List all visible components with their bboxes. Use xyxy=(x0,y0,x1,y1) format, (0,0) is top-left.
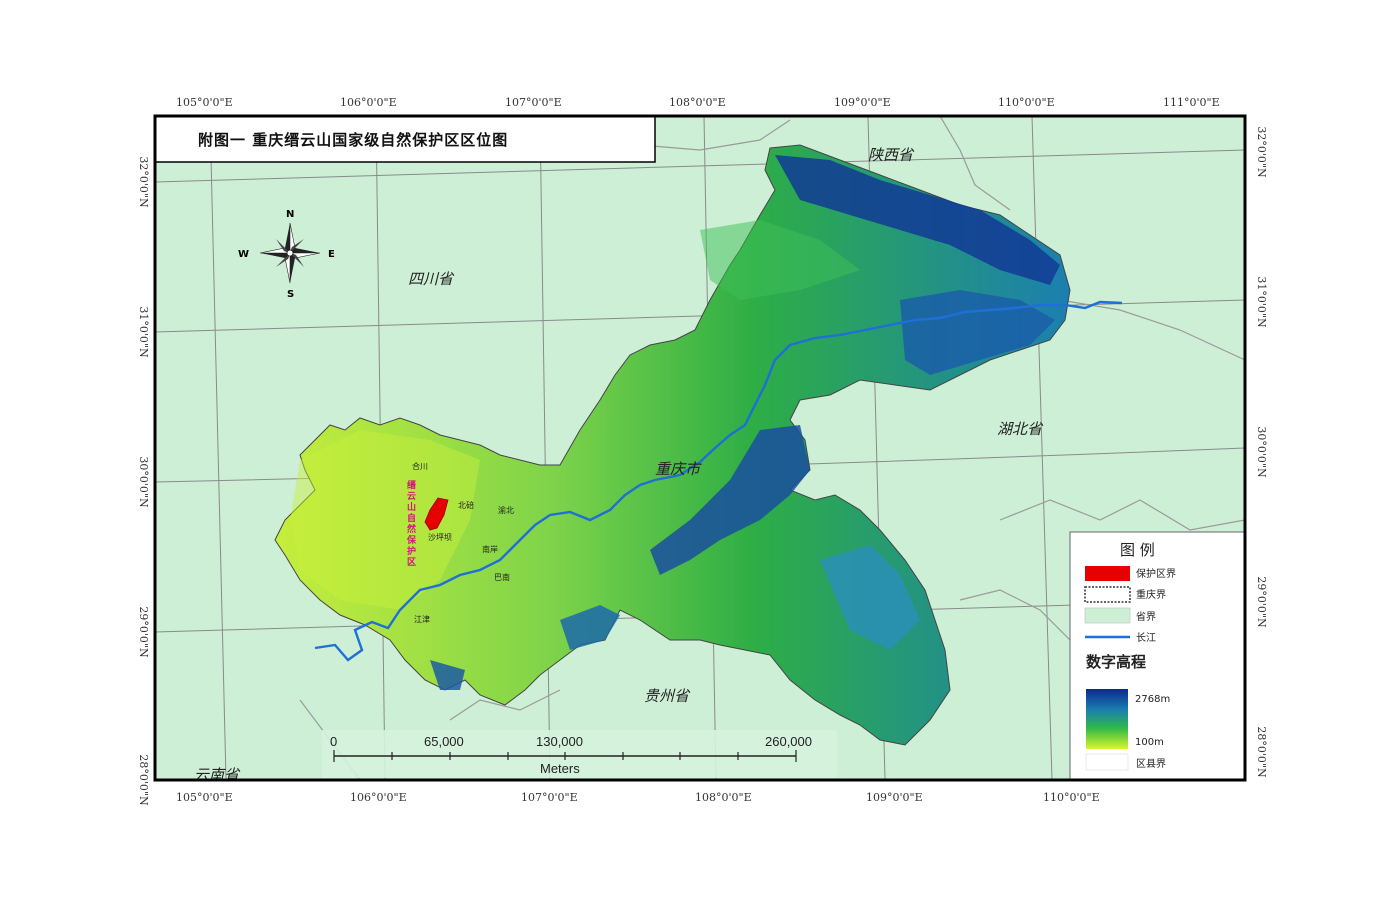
graticule-labels-left: 32°0'0"N 31°0'0"N 30°0'0"N 29°0'0"N 28°0'0"N xyxy=(137,156,150,806)
place-label: 合川 xyxy=(412,461,428,471)
north-arrow-compass: N S E W xyxy=(238,209,335,300)
lon-label-bottom: 107°0'0"E xyxy=(521,791,578,804)
lat-label-left: 31°0'0"N xyxy=(137,306,150,358)
graticule-labels-top: 105°0'0"E 106°0'0"E 107°0'0"E 108°0'0"E 109°… xyxy=(176,96,1220,109)
lon-label-bottom: 105°0'0"E xyxy=(176,791,233,804)
legend-swatch-county xyxy=(1085,753,1129,771)
lon-label-top: 109°0'0"E xyxy=(834,96,891,109)
legend-dem-title: 数字高程 xyxy=(1086,653,1146,671)
scale-tick-2: 130,000 xyxy=(536,734,583,749)
nature-reserve-area xyxy=(424,497,449,531)
lon-label-top: 107°0'0"E xyxy=(505,96,562,109)
map-title: 附图一 重庆缙云山国家级自然保护区区位图 xyxy=(198,131,508,149)
yangtze-river xyxy=(314,300,1123,662)
place-label: 北碚 xyxy=(458,500,474,510)
city-label-chongqing: 重庆市 xyxy=(655,460,702,478)
compass-w: W xyxy=(238,249,249,260)
scale-tick-0: 0 xyxy=(330,734,337,749)
lon-label-top: 105°0'0"E xyxy=(176,96,233,109)
graticule-labels-bottom: 105°0'0"E 106°0'0"E 107°0'0"E 108°0'0"E 109°… xyxy=(176,791,1100,804)
lat-label-left: 32°0'0"N xyxy=(137,156,150,208)
lat-label-left: 28°0'0"N xyxy=(137,754,150,806)
scale-tick-1: 65,000 xyxy=(424,734,464,749)
place-label: 巴南 xyxy=(494,572,510,582)
place-label: 江津 xyxy=(414,614,430,624)
lon-label-bottom: 108°0'0"E xyxy=(695,791,752,804)
lon-label-top: 110°0'0"E xyxy=(998,96,1055,109)
lat-label-right: 30°0'0"N xyxy=(1255,426,1268,478)
legend-label-county: 区县界 xyxy=(1136,758,1166,770)
reserve-label: 缙云山自然保护区 xyxy=(406,479,417,568)
scale-bar: 0 65,000 130,000 260,000 Meters xyxy=(322,730,837,778)
legend-label-chongqing-boundary: 重庆界 xyxy=(1136,588,1166,601)
province-label-shaanxi: 陕西省 xyxy=(868,146,915,164)
place-label: 沙坪坝 xyxy=(428,533,452,542)
legend-dem-high: 2768m xyxy=(1135,694,1170,705)
legend-label-province: 省界 xyxy=(1136,610,1156,623)
lat-label-right: 28°0'0"N xyxy=(1255,726,1268,778)
lon-label-top: 106°0'0"E xyxy=(340,96,397,109)
dem-highlands xyxy=(290,155,1060,690)
lat-label-right: 31°0'0"N xyxy=(1255,276,1268,328)
compass-s: S xyxy=(287,289,294,300)
lat-label-right: 32°0'0"N xyxy=(1255,126,1268,178)
lat-label-right: 29°0'0"N xyxy=(1255,576,1268,628)
scale-unit: Meters xyxy=(540,761,580,776)
legend-swatch-reserve xyxy=(1085,566,1130,581)
scale-tick-3: 260,000 xyxy=(765,734,812,749)
legend-label-yangtze: 长江 xyxy=(1136,632,1156,644)
lon-label-bottom: 106°0'0"E xyxy=(350,791,407,804)
province-label-yunnan: 云南省 xyxy=(194,766,241,784)
province-label-guizhou: 贵州省 xyxy=(644,687,691,705)
legend: 图 例 保护区界 重庆界 省界 长江 数字高程 2768m 100m 区县界 xyxy=(1069,531,1245,780)
province-label-hubei: 湖北省 xyxy=(997,420,1044,438)
lon-label-top: 111°0'0"E xyxy=(1163,96,1220,109)
graticule-labels-right: 32°0'0"N 31°0'0"N 30°0'0"N 29°0'0"N 28°0'0"N xyxy=(1255,126,1268,778)
legend-swatch-province xyxy=(1084,607,1131,624)
legend-dem-low: 100m xyxy=(1135,737,1164,748)
place-label: 渝北 xyxy=(498,505,514,515)
legend-dem-ramp xyxy=(1086,689,1128,749)
place-label: 南岸 xyxy=(482,544,498,554)
lon-label-bottom: 109°0'0"E xyxy=(866,791,923,804)
compass-n: N xyxy=(286,209,294,220)
lon-label-top: 108°0'0"E xyxy=(669,96,726,109)
lat-label-left: 29°0'0"N xyxy=(137,606,150,658)
province-label-sichuan: 四川省 xyxy=(408,270,455,288)
legend-label-reserve: 保护区界 xyxy=(1136,567,1176,580)
lat-label-left: 30°0'0"N xyxy=(137,456,150,508)
lon-label-bottom: 110°0'0"E xyxy=(1043,791,1100,804)
legend-title: 图 例 xyxy=(1120,541,1155,559)
map-title-box: 附图一 重庆缙云山国家级自然保护区区位图 xyxy=(155,116,656,163)
legend-swatch-chongqing-boundary xyxy=(1084,586,1131,603)
compass-e: E xyxy=(328,249,335,260)
